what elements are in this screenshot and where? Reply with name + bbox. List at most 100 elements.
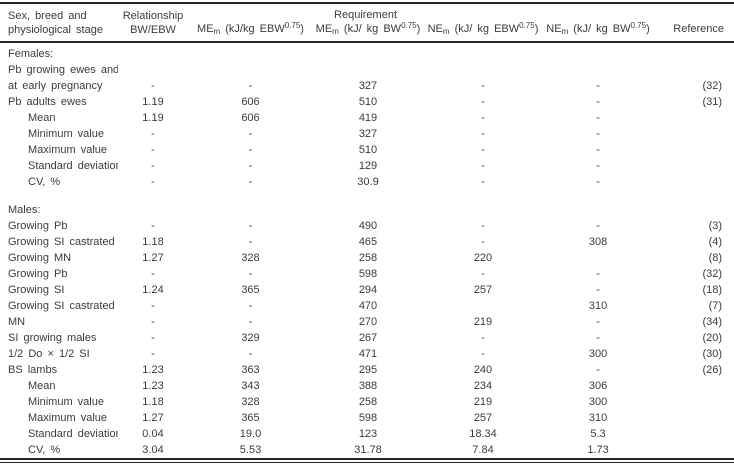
cell-value: 510 [358,144,378,156]
cell-value: - [151,144,155,156]
cell-value: 470 [358,300,378,312]
row-label: Growing SI castrated [8,300,115,312]
cell-value: 257 [473,284,493,296]
cell-reference: (30) [702,348,723,360]
cell-value: - [481,128,485,140]
section-label: Males: [8,204,41,216]
cell-value: - [481,96,485,108]
table-row: Standard deviation 0.04 19.0 123 18.34 5.3 [0,426,734,442]
cell-value: 295 [358,364,378,376]
cell-value: - [481,220,485,232]
row-label: Growing MN [8,252,72,264]
cell-value: 5.53 [239,444,262,456]
cell-reference: (7) [708,300,723,312]
table-header: Sex, breed and physiological stage Relati… [0,3,734,42]
cell-value [423,42,543,62]
cell-value: 267 [358,332,378,344]
cell-value: 510 [358,96,378,108]
cell-value: - [481,176,485,188]
cell-value [543,42,653,62]
cell-reference: (8) [708,252,723,264]
cell-value: 1.18 [142,236,164,248]
cell-value [118,202,188,218]
row-label: Growing Pb [8,268,68,280]
cell-reference [653,126,734,142]
table-row: Minimum value 1.18 328 258 219 300 [0,394,734,410]
cell-value: - [481,80,485,92]
cell-value: 1.19 [142,112,164,124]
table-row: MN - - 270 219 - (34) [0,314,734,330]
cell-reference [653,42,734,62]
cell-value: 123 [358,428,378,440]
cell-value: 300 [588,348,608,360]
table-bottom-rule [0,458,734,463]
row-label: CV, % [28,444,61,456]
cell-reference [653,378,734,394]
cell-value: 219 [473,396,493,408]
table-row: Pb adults ewes 1.19 606 510 - - (31) [0,94,734,110]
cell-value: 328 [241,252,260,264]
table-row: 1/2 Do × 1/2 SI - - 471 - 300 (30) [0,346,734,362]
cell-value: - [596,80,600,92]
cell-value: 1.19 [142,96,164,108]
cell-reference: (3) [708,220,723,232]
cell-value: 31.78 [354,444,382,456]
cell-value: - [481,144,485,156]
cell-reference [653,142,734,158]
cell-value: 220 [473,252,493,264]
cell-value: - [596,160,600,172]
cell-value: - [596,268,600,280]
cell-value: - [248,144,253,156]
cell-value: - [151,80,155,92]
section-label: Females: [8,48,54,60]
cell-value [118,42,188,62]
cell-value: - [151,300,155,312]
cell-value: - [248,176,253,188]
cell-reference [653,202,734,218]
col-header-stage-line2: physiological stage [8,23,103,36]
cell-value: - [248,236,253,248]
cell-value: - [596,220,600,232]
row-label: Mean [28,380,56,392]
cell-value: 1.24 [142,284,164,296]
cell-value: - [596,144,600,156]
cell-reference: (34) [702,316,723,328]
cell-value: 219 [473,316,493,328]
table-row: BS lambs 1.23 363 295 240 - (26) [0,362,734,378]
cell-value: 240 [473,364,493,376]
cell-value: 327 [358,80,378,92]
cell-value: 365 [241,284,260,296]
cell-value: - [151,220,155,232]
table-row: Maximum value - - 510 - - [0,142,734,158]
cell-value: 327 [358,128,378,140]
cell-value: - [596,96,600,108]
table-row: Growing SI castrated 1.18 - 465 - 308 (4) [0,234,734,250]
cell-value: - [596,112,600,124]
row-label: BS lambs [8,364,58,376]
cell-value: - [596,176,600,188]
section-row: Males: [0,202,734,218]
cell-value: - [248,348,253,360]
cell-value: 258 [358,396,378,408]
cell-value: 363 [241,364,260,376]
row-label: Growing SI [8,284,65,296]
col-header-relationship: Relationship BW/EBW [118,3,188,42]
row-label: Pb adults ewes [8,96,87,108]
cell-value: - [151,176,155,188]
row-label: Mean [28,112,56,124]
col-header-me-ebw: MEm (kJ/kg EBW0.75) [197,21,304,36]
row-label: SI growing males [8,332,97,344]
cell-value: - [248,300,253,312]
col-header-stage: Sex, breed and physiological stage [0,3,118,42]
cell-value: - [151,160,155,172]
row-label: Growing SI castrated [8,236,115,248]
cell-reference: (18) [702,284,723,296]
cell-value: 234 [473,380,493,392]
cell-value: 490 [358,220,378,232]
cell-value: 30.9 [357,176,379,188]
cell-value: 257 [473,412,493,424]
table-row: Mean 1.23 343 388 234 306 [0,378,734,394]
cell-value: - [481,332,485,344]
spacer-cell [0,190,734,202]
